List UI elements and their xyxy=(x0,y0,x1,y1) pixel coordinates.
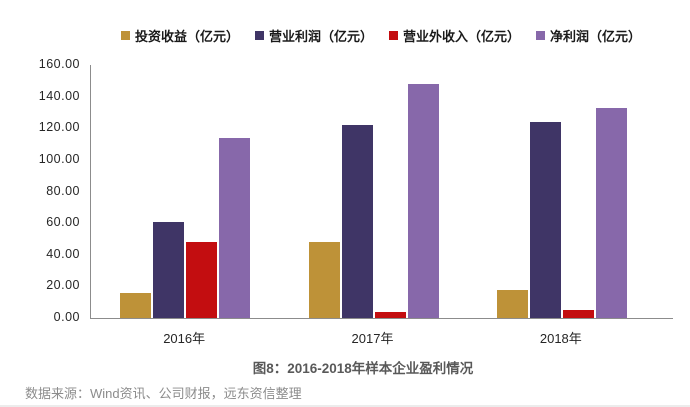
data-source-note: 数据来源：Wind资讯、公司财报，远东资信整理 xyxy=(25,386,302,401)
x-axis-tick-label: 2018年 xyxy=(539,331,582,346)
bar-non-operating-income-3 xyxy=(562,310,594,318)
bar-net-profit-2 xyxy=(407,83,439,318)
bar-net-profit-1 xyxy=(219,137,251,318)
bar-net-profit-3 xyxy=(595,107,627,318)
bar-non-operating-income-2 xyxy=(374,311,406,318)
x-axis-tick-label: 2016年 xyxy=(163,331,206,346)
y-axis-tick-label: 20.00 xyxy=(46,278,80,293)
y-axis-tick-label: 120.00 xyxy=(38,120,80,135)
bar-investment-income-2 xyxy=(308,242,340,318)
x-axis-tick-label: 2017年 xyxy=(351,331,394,346)
bar-investment-income-3 xyxy=(496,289,528,318)
plot-area xyxy=(90,65,673,319)
legend-label: 营业外收入（亿元） xyxy=(403,29,521,44)
legend-item-investment-income: 投资收益（亿元） xyxy=(120,26,239,45)
y-axis-tick-label: 0.00 xyxy=(53,310,80,324)
legend-swatch-icon xyxy=(120,31,130,40)
legend-item-non-operating-income: 营业外收入（亿元） xyxy=(389,26,520,45)
bar-non-operating-income-1 xyxy=(186,242,218,318)
legend-swatch-icon xyxy=(389,31,398,40)
legend: 投资收益（亿元） 营业利润（亿元） 营业外收入（亿元） 净利润（亿元） xyxy=(90,26,672,45)
y-axis-tick-label: 100.00 xyxy=(38,151,80,166)
legend-swatch-icon xyxy=(536,31,546,40)
y-axis-tick-label: 80.00 xyxy=(46,183,80,198)
y-axis-tick-label: 140.00 xyxy=(38,88,80,103)
legend-label: 投资收益（亿元） xyxy=(134,29,239,44)
y-axis-tick-label: 160.00 xyxy=(38,57,80,71)
bar-investment-income-1 xyxy=(120,292,152,318)
bar-operating-profit-2 xyxy=(341,125,373,318)
bar-operating-profit-3 xyxy=(529,121,561,318)
legend-label: 营业利润（亿元） xyxy=(268,29,373,44)
bar-operating-profit-1 xyxy=(153,221,185,318)
legend-label: 净利润（亿元） xyxy=(550,29,642,44)
y-axis-tick-label: 40.00 xyxy=(46,246,80,261)
y-axis-tick-label: 60.00 xyxy=(46,215,80,230)
figure-caption: 图8：2016-2018年样本企业盈利情况 xyxy=(252,361,474,376)
legend-item-operating-profit: 营业利润（亿元） xyxy=(254,26,373,45)
legend-item-net-profit: 净利润（亿元） xyxy=(536,26,641,45)
legend-swatch-icon xyxy=(254,31,264,40)
